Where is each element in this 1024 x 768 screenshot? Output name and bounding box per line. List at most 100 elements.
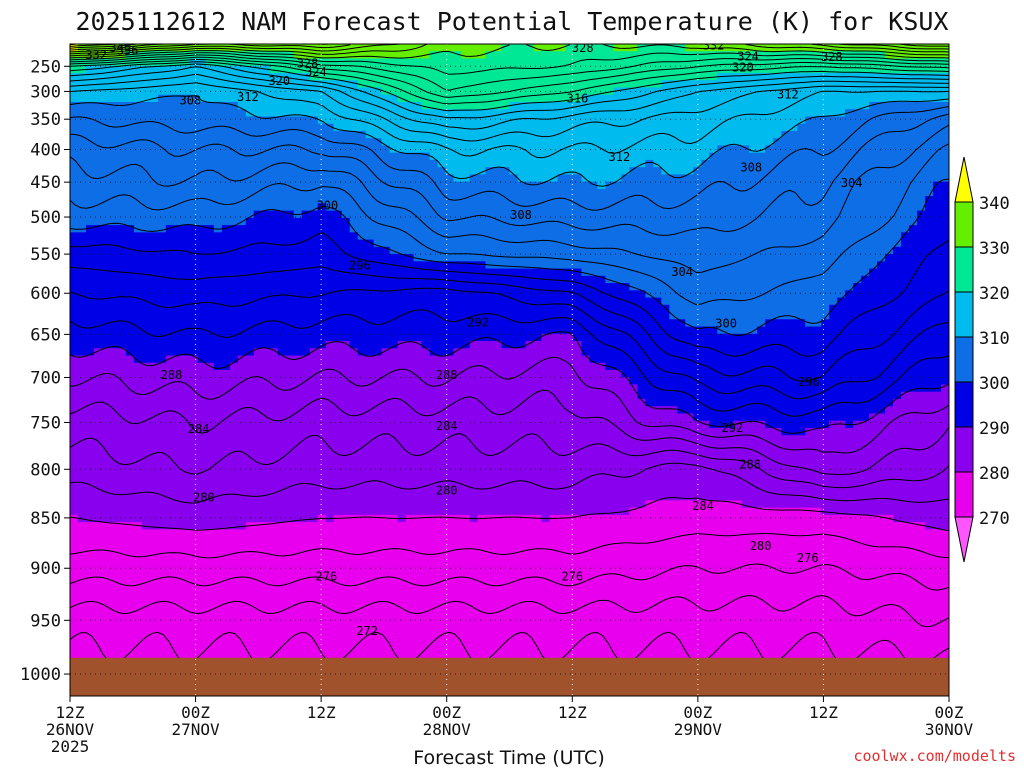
theta-cell (293, 406, 303, 415)
theta-cell (309, 304, 319, 313)
theta-cell (197, 449, 207, 458)
theta-cell (205, 94, 215, 103)
theta-cell (189, 449, 199, 458)
theta-cell (389, 406, 399, 415)
theta-cell (437, 587, 447, 596)
theta-cell (125, 645, 135, 654)
theta-cell (397, 333, 407, 342)
theta-cell (485, 312, 495, 320)
theta-cell (373, 536, 383, 545)
theta-cell (85, 638, 95, 646)
theta-cell (149, 630, 159, 639)
theta-cell (341, 275, 351, 284)
theta-cell (373, 609, 383, 617)
theta-cell (405, 601, 415, 610)
theta-cell (269, 645, 279, 654)
theta-cell (325, 304, 335, 313)
theta-cell (133, 116, 143, 125)
theta-cell (317, 456, 327, 465)
theta-cell (77, 623, 87, 632)
theta-cell (277, 319, 287, 328)
theta-cell (445, 529, 455, 538)
theta-cell (453, 130, 463, 139)
theta-cell (357, 406, 367, 415)
theta-cell (461, 623, 471, 632)
theta-cell (437, 616, 447, 625)
theta-cell (461, 478, 471, 487)
theta-cell (341, 210, 351, 219)
theta-cell (269, 174, 279, 183)
theta-cell (445, 268, 455, 277)
theta-cell (109, 225, 119, 233)
theta-cell (70, 268, 79, 277)
theta-cell (421, 529, 431, 538)
theta-cell (93, 645, 103, 654)
theta-cell (373, 478, 383, 487)
theta-cell (485, 442, 495, 451)
theta-cell (485, 572, 495, 581)
theta-cell (213, 485, 223, 494)
theta-cell (469, 652, 479, 661)
theta-cell (70, 145, 79, 154)
theta-cell (213, 558, 223, 567)
theta-cell (261, 246, 271, 255)
theta-cell (117, 485, 127, 494)
theta-cell (93, 44, 103, 52)
theta-cell (341, 507, 351, 516)
theta-cell (101, 456, 111, 465)
theta-cell (421, 536, 431, 545)
theta-cell (493, 507, 503, 516)
theta-cell (293, 623, 303, 632)
theta-cell (157, 485, 167, 494)
theta-cell (453, 587, 463, 596)
theta-cell (373, 348, 383, 357)
theta-cell (301, 174, 311, 183)
theta-cell (429, 478, 439, 487)
theta-cell (445, 65, 455, 74)
theta-cell (293, 507, 303, 516)
theta-cell (325, 290, 335, 299)
theta-cell (221, 413, 231, 422)
theta-cell (93, 623, 103, 632)
theta-cell (381, 130, 391, 139)
theta-cell (405, 558, 415, 567)
theta-cell (493, 326, 503, 335)
theta-cell (245, 333, 255, 342)
theta-cell (333, 217, 343, 226)
theta-cell (445, 370, 455, 378)
theta-cell (101, 109, 111, 118)
theta-cell (301, 456, 311, 465)
theta-cell (197, 87, 207, 96)
theta-cell (221, 341, 231, 349)
theta-cell (493, 203, 503, 212)
theta-cell (485, 543, 495, 552)
theta-cell (165, 275, 175, 284)
theta-cell (125, 123, 135, 132)
theta-cell (501, 333, 511, 342)
theta-cell (165, 442, 175, 451)
theta-cell (501, 319, 511, 328)
theta-cell (317, 594, 327, 603)
theta-cell (421, 44, 431, 52)
theta-cell (373, 159, 383, 168)
theta-cell (437, 348, 447, 357)
theta-cell (317, 188, 327, 197)
theta-cell (477, 109, 487, 118)
theta-cell (213, 572, 223, 581)
theta-cell (149, 312, 159, 320)
theta-cell (125, 72, 135, 81)
theta-cell (333, 384, 343, 393)
theta-cell (373, 594, 383, 603)
theta-cell (109, 587, 119, 596)
theta-cell (269, 283, 279, 291)
theta-cell (381, 594, 391, 603)
theta-cell (157, 536, 167, 545)
theta-cell (485, 616, 495, 625)
theta-cell (133, 500, 143, 509)
theta-cell (133, 312, 143, 320)
theta-cell (397, 558, 407, 567)
theta-cell (429, 362, 439, 371)
theta-cell (245, 406, 255, 415)
theta-cell (125, 384, 135, 393)
theta-cell (221, 152, 231, 161)
